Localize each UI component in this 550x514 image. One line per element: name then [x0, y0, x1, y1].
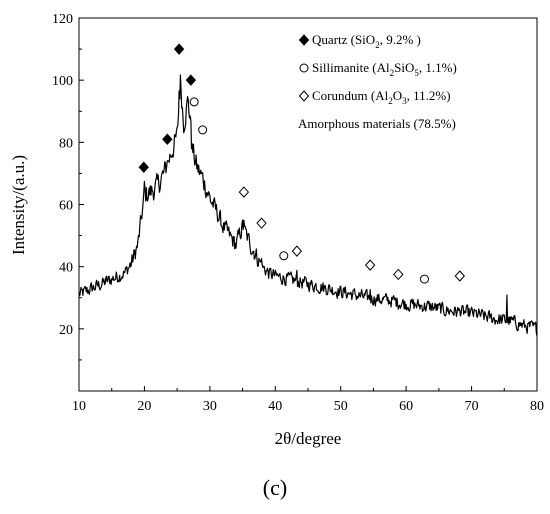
x-tick-label: 70 [465, 399, 479, 414]
legend-filled-diamond-icon [298, 34, 310, 46]
y-tick-label: 100 [52, 74, 73, 89]
x-axis-title: 2θ/degree [275, 429, 342, 448]
legend-entry: Quartz (SiO2, 9.2% ) [312, 32, 421, 50]
x-tick-label: 80 [530, 399, 544, 414]
open-circle-peak-marker [279, 251, 289, 261]
legend-entry: Amorphous materials (78.5%) [298, 116, 456, 131]
open-circle-peak-marker [198, 125, 208, 135]
x-tick-label: 30 [203, 399, 217, 414]
legend-open-circle-icon [299, 63, 309, 73]
legend: Quartz (SiO2, 9.2% ) Sillimanite (Al2SiO5… [298, 32, 457, 131]
x-tick-label: 20 [137, 399, 151, 414]
y-tick-label: 80 [59, 136, 73, 151]
filled-diamond-peak-marker [162, 133, 173, 145]
open-diamond-peak-marker [393, 268, 404, 281]
y-axis-title: Intensity/(a.u.) [9, 155, 28, 255]
y-tick-label: 120 [52, 12, 73, 27]
open-diamond-peak-marker [256, 217, 267, 229]
y-tick-label: 20 [59, 323, 73, 338]
open-diamond-peak-marker [364, 259, 376, 271]
open-diamond-peak-marker [291, 245, 303, 257]
x-tick-label: 10 [72, 399, 86, 414]
y-tick-label: 40 [59, 261, 73, 276]
x-tick-label: 50 [334, 399, 348, 414]
open-circle-peak-marker [419, 274, 429, 284]
x-tick-label: 40 [268, 399, 282, 414]
panel-label: (c) [263, 475, 287, 500]
filled-diamond-peak-marker [138, 161, 149, 173]
open-diamond-peak-marker [238, 186, 250, 198]
legend-open-diamond-icon [298, 90, 310, 102]
x-tick-label: 60 [399, 399, 413, 414]
legend-entry: Corundum (Al2O3, 11.2%) [312, 88, 451, 106]
filled-diamond-peak-marker [173, 43, 185, 55]
plot-frame [78, 17, 538, 392]
xrd-pattern-line [78, 74, 538, 337]
filled-diamond-peak-marker [185, 74, 197, 86]
y-tick-label: 60 [59, 199, 73, 214]
open-circle-peak-marker [189, 97, 199, 107]
open-diamond-peak-marker [454, 270, 465, 282]
legend-entry: Sillimanite (Al2SiO5, 1.1%) [312, 60, 457, 78]
